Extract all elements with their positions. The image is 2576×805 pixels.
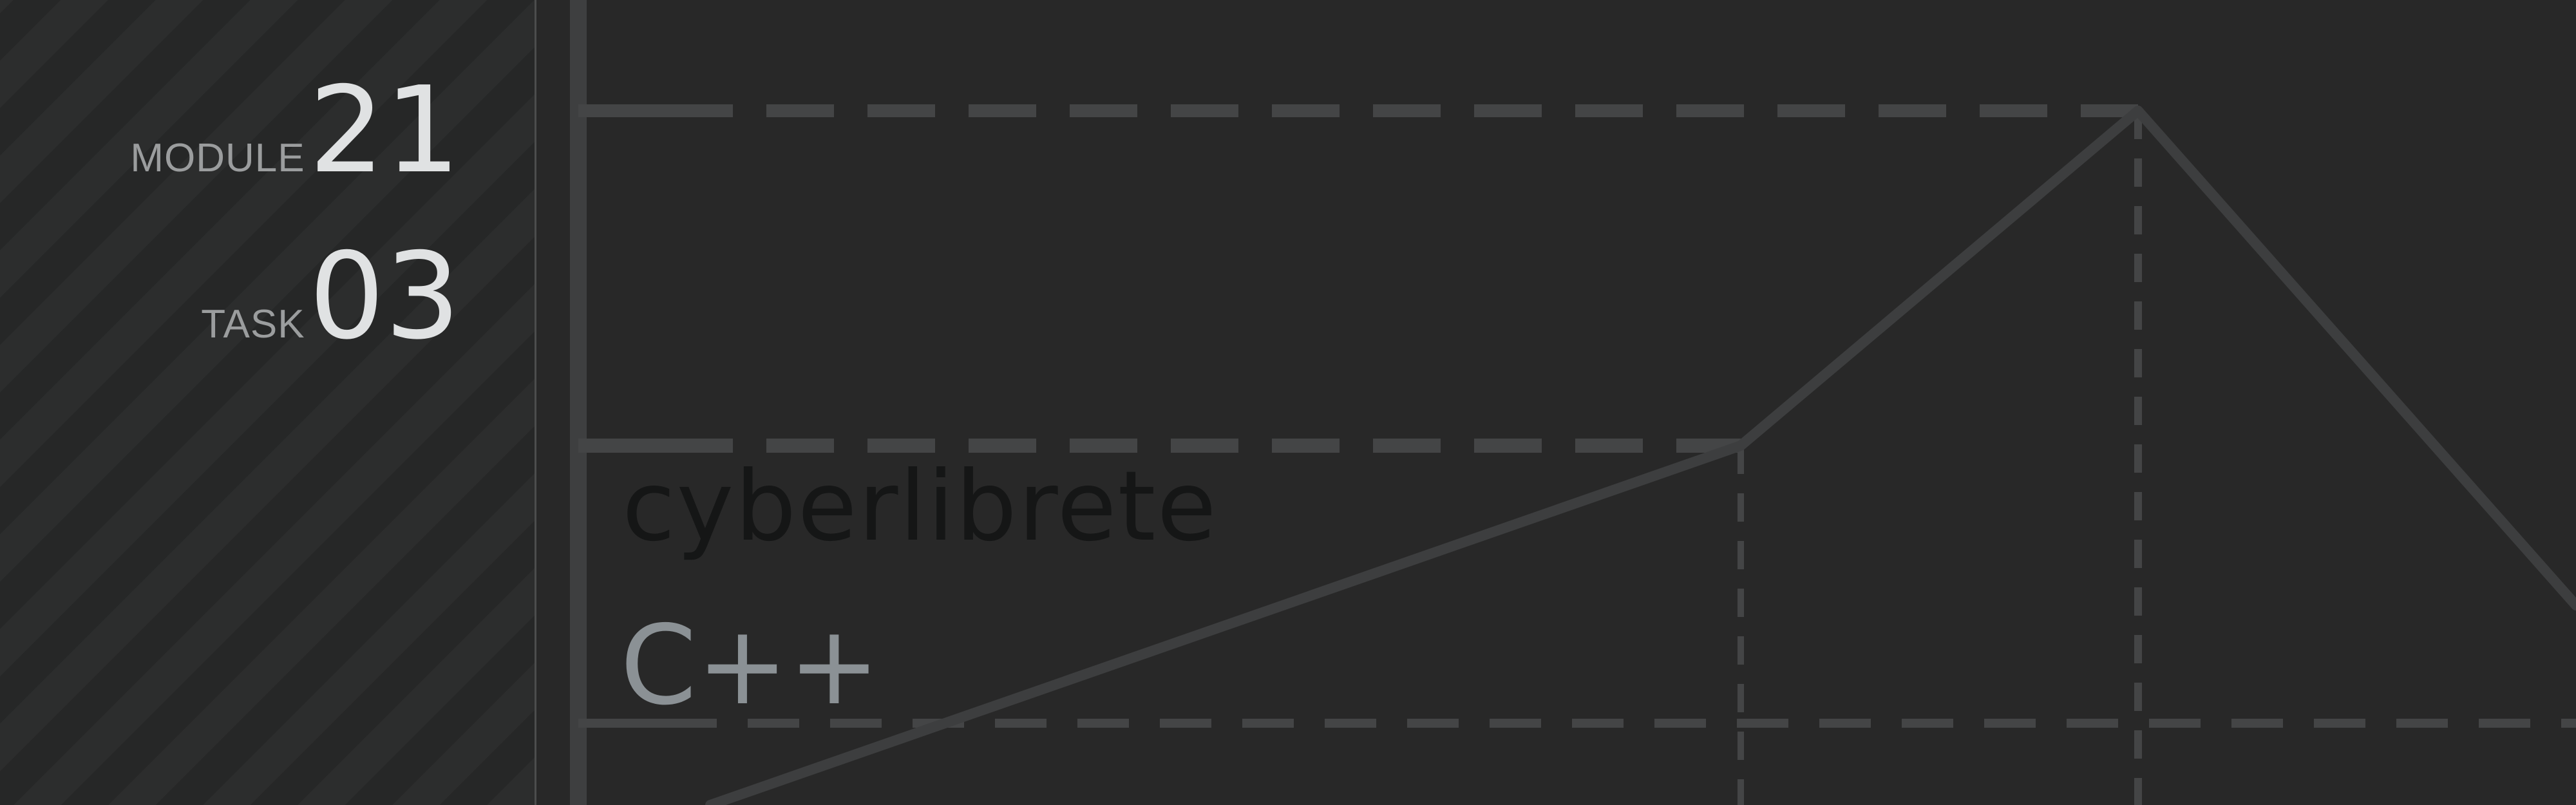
module-label: MODULE [130, 136, 305, 180]
task-number: 03 [308, 227, 460, 366]
task-indicator: TASK 03 [201, 237, 460, 356]
task-label: TASK [201, 302, 305, 346]
main-panel: cyberlibrete C++ [536, 0, 2576, 805]
decorative-diagram [570, 0, 2576, 805]
sidebar-panel: MODULE 21 TASK 03 [0, 0, 535, 805]
module-number: 21 [308, 61, 460, 200]
diagram-line [705, 106, 2576, 805]
language-label: C++ [620, 602, 880, 730]
module-indicator: MODULE 21 [130, 71, 460, 190]
author-name: cyberlibrete [622, 451, 1218, 563]
sidebar-divider [535, 0, 536, 805]
